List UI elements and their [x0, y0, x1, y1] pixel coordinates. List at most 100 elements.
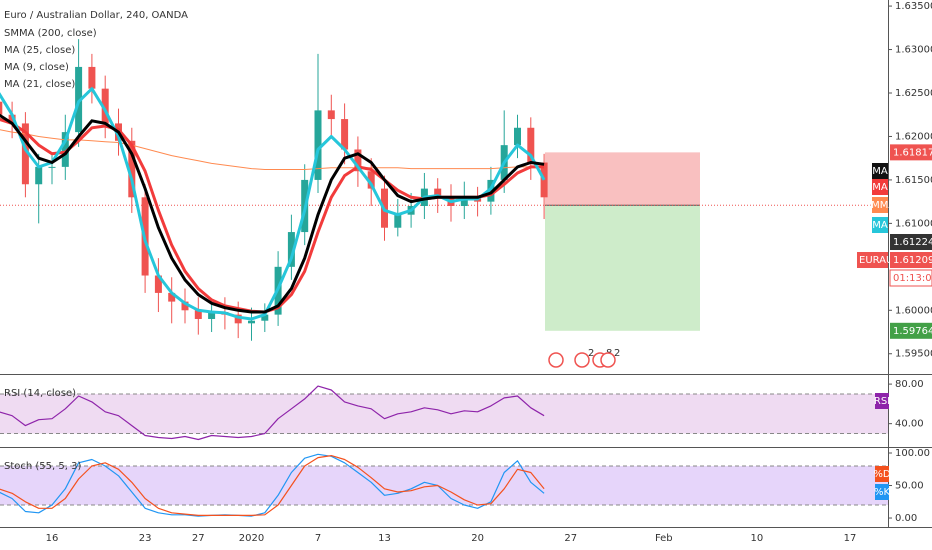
- candle-body: [0, 101, 3, 115]
- candle-body: [287, 232, 295, 267]
- series-tag: %D: [873, 469, 891, 480]
- marker-price-label-bg: [890, 234, 932, 250]
- series-tag-bg: [875, 466, 889, 482]
- y-tick-label: 1.59500: [895, 349, 932, 360]
- y-tick-label: 50.00: [895, 481, 924, 492]
- series-line: [0, 87, 546, 321]
- symbol-tag: EURAUD: [859, 255, 901, 266]
- x-tick-label: 7: [315, 533, 321, 544]
- pane-title: Stoch (55, 5, 3): [4, 461, 81, 472]
- event-badge-count: 2: [614, 348, 620, 359]
- candle-body: [394, 214, 402, 228]
- candle-body: [154, 275, 162, 293]
- target-price-label-bg: [890, 322, 932, 339]
- candle-body: [208, 312, 216, 319]
- y-tick-label: 1.61500: [895, 175, 932, 186]
- series-tag-bg: [872, 217, 888, 233]
- candle-body: [514, 127, 521, 146]
- candle-body: [181, 301, 189, 311]
- candle-body: [434, 188, 442, 198]
- band: [0, 466, 888, 506]
- candle-body: [48, 166, 56, 168]
- candle-body: [75, 66, 83, 133]
- y-tick-label: 1.60000: [895, 305, 932, 316]
- series-line: [0, 453, 545, 517]
- chart-title: Euro / Australian Dollar, 240, OANDA: [4, 10, 188, 21]
- series-line: [0, 129, 545, 170]
- y-tick-label: 0.00: [895, 513, 917, 524]
- position-target-zone: [545, 205, 700, 331]
- event-badge: [548, 352, 564, 368]
- symbol-tag-bg: [857, 252, 888, 268]
- y-tick-label: 1.61000: [895, 218, 932, 229]
- candle-body: [367, 171, 375, 189]
- marker-price-label: 1.61224: [893, 237, 932, 248]
- candle-body: [35, 166, 43, 185]
- candle-body: [540, 162, 548, 198]
- candle-body: [21, 123, 29, 185]
- y-tick-label: 40.00: [895, 419, 924, 430]
- y-tick-label: 1.62500: [895, 88, 932, 99]
- x-tick-label: 17: [844, 533, 857, 544]
- candle-body: [248, 320, 255, 324]
- candle-body: [354, 149, 362, 172]
- series-tag: MA: [872, 166, 888, 177]
- candle-body: [88, 66, 96, 89]
- x-tick-label: 16: [46, 533, 59, 544]
- legend-entry: MA (21, close): [4, 79, 75, 90]
- candle-body: [487, 179, 495, 202]
- y-tick-label: 1.62000: [895, 131, 932, 142]
- x-tick-label: 20: [471, 533, 484, 544]
- series-tag: MA: [872, 220, 888, 231]
- series-line: [0, 455, 545, 516]
- candle-body: [314, 110, 322, 180]
- y-tick-label: 1.63000: [895, 45, 932, 56]
- candle-body: [327, 110, 335, 120]
- series-tag: SMMA: [865, 200, 896, 211]
- candle-body: [194, 310, 202, 319]
- event-badge: [600, 352, 616, 368]
- band: [0, 393, 888, 434]
- candle-body: [128, 140, 136, 198]
- candle-body: [261, 314, 269, 321]
- stop-price-label: 1.61817: [893, 147, 932, 158]
- position-stop-zone: [545, 152, 700, 206]
- last-price-label: 1.61209: [893, 255, 932, 266]
- candle-body: [527, 127, 535, 163]
- legend-entry: SMMA (200, close): [4, 28, 97, 39]
- candle-body: [8, 114, 16, 124]
- series-tag-bg: [872, 163, 888, 179]
- x-tick-label: 10: [751, 533, 764, 544]
- target-price-label: 1.59764: [893, 326, 932, 337]
- series-tag-bg: [872, 197, 888, 213]
- series-line: [0, 385, 545, 441]
- series-tag-bg: [875, 393, 889, 409]
- x-tick-label: 13: [378, 533, 391, 544]
- x-tick-label: 27: [192, 533, 205, 544]
- series-line: [0, 113, 545, 314]
- series-tag: MA: [872, 182, 888, 193]
- x-tick-label: Feb: [655, 533, 673, 544]
- candle-body: [234, 314, 242, 324]
- x-tick-label: 27: [564, 533, 577, 544]
- event-badge: [574, 352, 590, 368]
- candle-body: [168, 292, 176, 302]
- countdown-label-bg: [889, 269, 932, 287]
- countdown-label: 01:13:05: [893, 273, 932, 284]
- legend-entry: MA (25, close): [4, 45, 75, 56]
- candle-body: [460, 197, 468, 206]
- series-tag: %K: [874, 487, 891, 498]
- legend-entry: MA (9, close): [4, 62, 69, 73]
- pane-title: RSI (14, close): [4, 388, 76, 399]
- y-tick-label: 100.00: [895, 448, 930, 459]
- candle-body: [341, 119, 349, 150]
- y-tick-label: 80.00: [895, 379, 924, 390]
- x-tick-label: 23: [139, 533, 152, 544]
- event-badge-count: 2: [588, 348, 594, 359]
- stop-price-label-bg: [890, 144, 932, 161]
- series-tag-bg: [872, 179, 888, 195]
- series-tag-bg: [875, 484, 889, 500]
- candle-body: [101, 88, 109, 124]
